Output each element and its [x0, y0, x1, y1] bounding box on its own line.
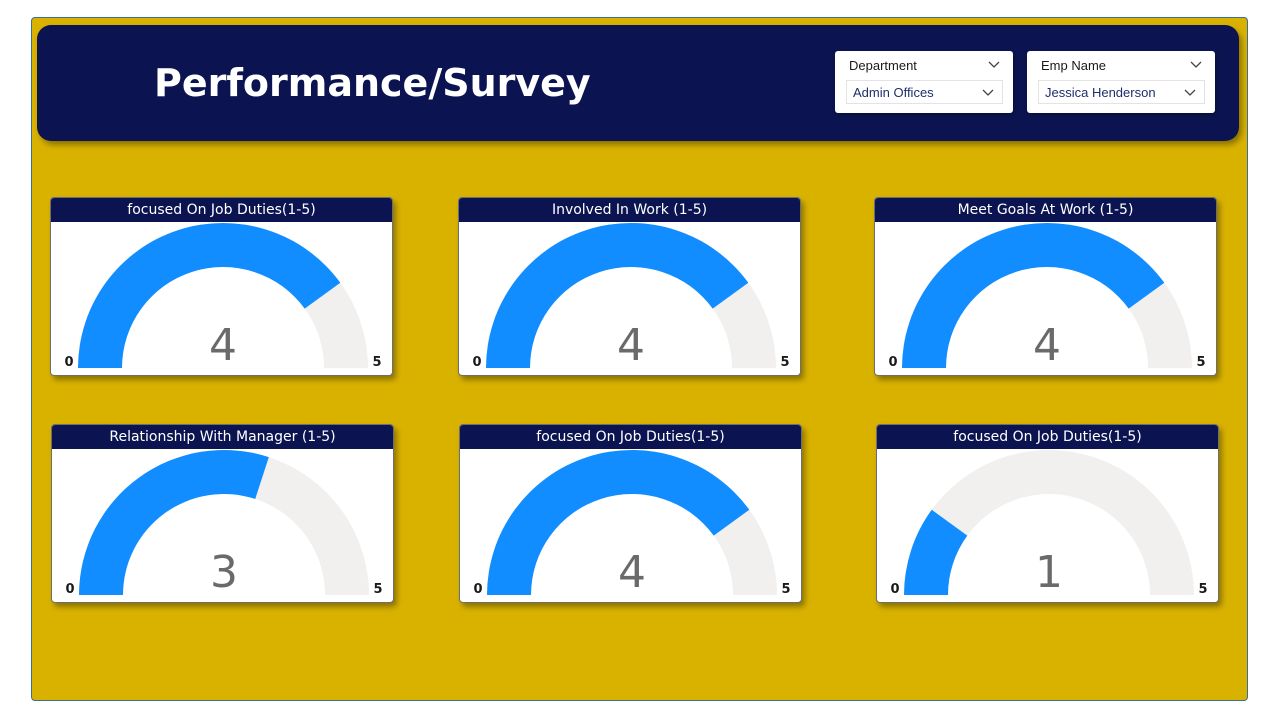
header-banner: Performance/Survey Department Admin Offi…	[37, 25, 1239, 141]
gauge-title: Involved In Work (1-5)	[459, 198, 800, 222]
gauge-min-label: 0	[890, 582, 899, 597]
gauge-chart: 3 0 5	[65, 450, 383, 598]
gauge-value: 4	[618, 547, 646, 598]
page-title: Performance/Survey	[154, 61, 591, 105]
gauge-card[interactable]: Meet Goals At Work (1-5) 4 0 5	[874, 197, 1217, 376]
gauge-card[interactable]: focused On Job Duties(1-5) 4 0 5	[459, 424, 802, 603]
gauge-min-label: 0	[472, 355, 481, 370]
gauge-track	[904, 450, 1194, 595]
gauge-value: 4	[1033, 320, 1061, 371]
gauge-min-label: 0	[65, 582, 74, 597]
gauge-card[interactable]: focused On Job Duties(1-5) 1 0 5	[876, 424, 1219, 603]
gauge-min-label: 0	[888, 355, 897, 370]
chevron-down-icon[interactable]	[1183, 85, 1197, 99]
gauge-max-label: 5	[781, 582, 790, 597]
gauge-card[interactable]: focused On Job Duties(1-5) 4 0 5	[50, 197, 393, 376]
chevron-down-icon[interactable]	[981, 85, 995, 99]
gauge-min-label: 0	[473, 582, 482, 597]
gauge-value: 3	[210, 547, 238, 598]
gauge-title: focused On Job Duties(1-5)	[877, 425, 1218, 449]
gauge-max-label: 5	[780, 355, 789, 370]
gauge-title: focused On Job Duties(1-5)	[51, 198, 392, 222]
gauge-value: 4	[209, 320, 237, 371]
gauge-title: Relationship With Manager (1-5)	[52, 425, 393, 449]
department-slicer[interactable]: Department Admin Offices	[835, 51, 1013, 113]
emp-name-dropdown[interactable]: Jessica Henderson	[1038, 80, 1205, 104]
gauge-chart: 4 0 5	[473, 450, 791, 598]
department-dropdown[interactable]: Admin Offices	[846, 80, 1003, 104]
department-selected-value: Admin Offices	[853, 85, 934, 100]
gauge-value: 4	[617, 320, 645, 371]
gauge-chart: 1 0 5	[890, 450, 1208, 598]
gauge-max-label: 5	[1196, 355, 1205, 370]
gauge-chart: 4 0 5	[888, 223, 1206, 371]
gauge-fill	[902, 223, 1165, 368]
chevron-down-icon[interactable]	[987, 57, 1001, 71]
gauge-title: focused On Job Duties(1-5)	[460, 425, 801, 449]
gauge-fill	[486, 223, 749, 368]
gauge-fill	[487, 450, 750, 595]
gauge-chart: 4 0 5	[64, 223, 382, 371]
gauge-chart: 4 0 5	[472, 223, 790, 371]
gauge-title: Meet Goals At Work (1-5)	[875, 198, 1216, 222]
chevron-down-icon[interactable]	[1189, 57, 1203, 71]
gauge-value: 1	[1035, 547, 1063, 598]
gauge-max-label: 5	[1198, 582, 1207, 597]
emp-name-slicer-label: Emp Name	[1041, 58, 1107, 73]
gauge-fill	[79, 450, 269, 595]
gauge-max-label: 5	[372, 355, 381, 370]
emp-name-slicer[interactable]: Emp Name Jessica Henderson	[1027, 51, 1215, 113]
gauge-card[interactable]: Relationship With Manager (1-5) 3 0 5	[51, 424, 394, 603]
gauge-max-label: 5	[373, 582, 382, 597]
gauge-min-label: 0	[64, 355, 73, 370]
emp-name-selected-value: Jessica Henderson	[1045, 85, 1156, 100]
department-slicer-label: Department	[849, 58, 917, 73]
gauge-fill	[78, 223, 341, 368]
gauge-fill	[904, 509, 968, 595]
gauge-card[interactable]: Involved In Work (1-5) 4 0 5	[458, 197, 801, 376]
